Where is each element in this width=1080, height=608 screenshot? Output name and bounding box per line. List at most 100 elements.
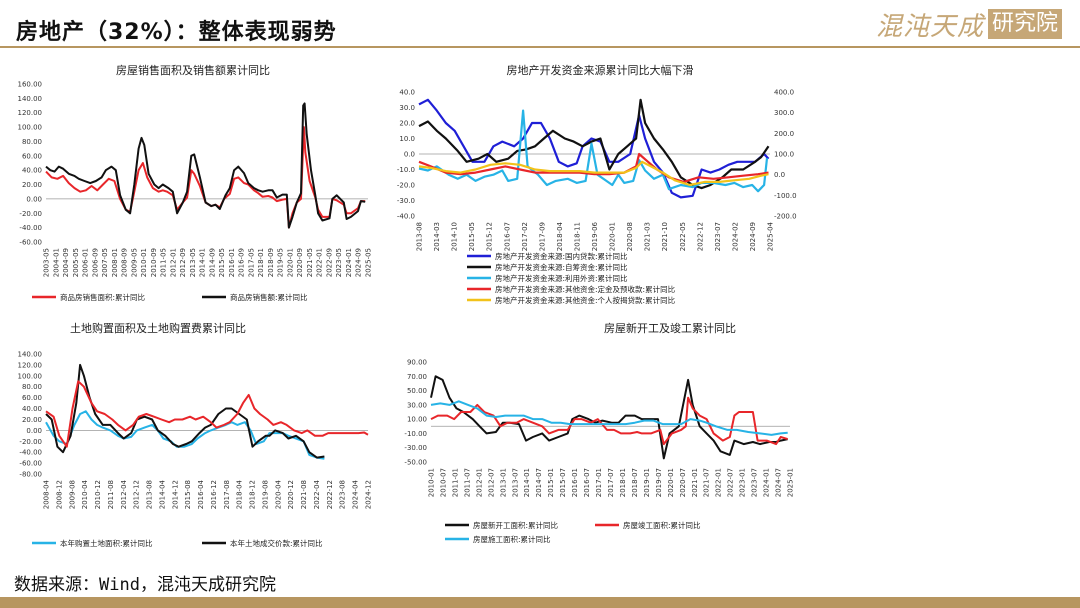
x-tick-label: 2016-04 xyxy=(197,479,205,509)
x-tick-label: 2015-05 xyxy=(468,222,476,251)
x-tick-label: 2021-01 xyxy=(691,468,699,497)
y-tick-label: -50.00 xyxy=(404,459,427,467)
y-tick-label: 60.00 xyxy=(22,152,42,160)
x-tick-label: 2022-12 xyxy=(326,480,334,509)
x-tick-label: 2019-05 xyxy=(277,248,285,277)
y-tick-label: 40.0 xyxy=(399,89,415,97)
x-tick-label: 2024-04 xyxy=(352,479,360,509)
series-line-0 xyxy=(430,375,788,460)
chart-svg: 房屋销售面积及销售额累计同比 160.00 140.00 120.00 100.00 80… xyxy=(18,63,373,302)
y2-tick-label: 300.0 xyxy=(774,109,794,117)
x-tick-label: 2016-01 xyxy=(571,468,579,497)
x-tick-label: 2017-02 xyxy=(521,222,529,251)
x-tick-label: 2010-12 xyxy=(94,480,102,509)
y-tick-label: -40.0 xyxy=(397,213,415,221)
y-tick-label: 60.00 xyxy=(22,394,42,402)
x-tick-label: 2021-08 xyxy=(300,480,308,509)
x-tick-label: 2011-07 xyxy=(463,468,471,497)
y-tick-label: 120.00 xyxy=(18,361,43,369)
x-tick-label: 2006-01 xyxy=(82,248,90,277)
y-tick-label: 20.00 xyxy=(22,416,42,424)
x-tick-label: 2022-07 xyxy=(727,468,735,497)
x-tick-label: 2018-01 xyxy=(619,468,627,497)
chart-svg: 土地购置面积及土地购置费累计同比 140.00 120.00 100.00 80.00 6… xyxy=(18,321,373,548)
y-tick-label: -10.00 xyxy=(404,430,427,438)
x-tick-label: 2016-07 xyxy=(583,468,591,497)
legend-label: 房屋新开工面积:累计同比 xyxy=(473,520,559,530)
x-tick-label: 2018-12 xyxy=(249,480,257,509)
x-tick-label: 2019-08 xyxy=(261,480,269,509)
y2-tick-label: 400.0 xyxy=(774,89,794,97)
y-tick-label: 120.00 xyxy=(18,109,43,117)
x-tick-label: 2024-02 xyxy=(731,222,739,251)
x-tick-label: 2010-04 xyxy=(81,479,89,509)
series-line-3 xyxy=(418,152,769,183)
x-tick-label: 2003-05 xyxy=(43,248,51,277)
y-tick-label: -20.0 xyxy=(397,182,415,190)
x-tick-label: 2014-07 xyxy=(535,468,543,497)
y-tick-label: -20.00 xyxy=(19,438,42,446)
x-tick-label: 2008-09 xyxy=(121,248,129,277)
x-tick-label: 2012-04 xyxy=(120,479,128,509)
legend-label: 房地产开发资金来源:国内贷款:累计同比 xyxy=(495,251,628,261)
x-tick-label: 2024-12 xyxy=(365,480,373,509)
y-tick-label: -30.00 xyxy=(404,444,427,452)
series-line-2 xyxy=(430,400,788,436)
x-tick-label: 2025-04 xyxy=(767,221,775,251)
legend-label: 房地产开发资金来源:自筹资金:累计同比 xyxy=(495,262,628,272)
chart-svg: 房屋新开工及竣工累计同比 90.00 70.00 50.00 30.00 10.00 -10… xyxy=(404,321,794,544)
x-tick-label: 2012-07 xyxy=(487,468,495,497)
x-tick-label: 2021-10 xyxy=(661,222,669,251)
y-tick-label: 0.00 xyxy=(26,195,42,203)
y-tick-label: -60.00 xyxy=(19,239,42,247)
x-tick-label: 2008-01 xyxy=(111,248,119,277)
legend-label: 商品房销售面积:累计同比 xyxy=(60,292,146,302)
y-tick-label: 10.00 xyxy=(407,416,427,424)
legend-label: 本年土地成交价款:累计同比 xyxy=(230,538,323,548)
legend-label: 商品房销售额:累计同比 xyxy=(230,292,308,302)
series-line-0 xyxy=(45,410,325,460)
y-tick-label: 20.00 xyxy=(22,181,42,189)
x-tick-label: 2018-01 xyxy=(257,248,265,277)
x-tick-label: 2023-07 xyxy=(751,468,759,497)
y-tick-label: 160.00 xyxy=(18,81,43,89)
x-tick-label: 2008-04 xyxy=(43,479,51,509)
x-tick-label: 2010-01 xyxy=(140,248,148,277)
x-tick-label: 2021-03 xyxy=(644,222,652,251)
y-tick-label: -60.00 xyxy=(19,460,42,468)
chart-dev-fund-sources: 房地产开发资金来源累计同比大幅下滑 40.0 30.0 20.0 10.0 0.0 -10.… xyxy=(385,60,810,310)
x-tick-label: 2020-04 xyxy=(274,479,282,509)
x-tick-label: 2021-05 xyxy=(306,248,314,277)
x-tick-label: 2016-12 xyxy=(210,480,218,509)
x-tick-label: 2022-04 xyxy=(313,479,321,509)
x-tick-label: 2018-11 xyxy=(573,222,581,251)
page-title: 房地产（32%）：整体表现弱势 xyxy=(16,20,337,45)
x-tick-label: 2013-05 xyxy=(189,248,197,277)
y2-tick-label: 200.0 xyxy=(774,130,794,138)
y-tick-label: 40.00 xyxy=(22,167,42,175)
x-tick-label: 2017-01 xyxy=(595,468,603,497)
chart-svg: 房地产开发资金来源累计同比大幅下滑 40.0 30.0 20.0 10.0 0.0 -10.… xyxy=(397,63,797,305)
legend-label: 房地产开发资金来源:其他资金:个人按揭贷款:累计同比 xyxy=(495,295,676,305)
x-tick-label: 2004-01 xyxy=(52,248,60,277)
x-tick-label: 2020-01 xyxy=(286,248,294,277)
y-tick-label: 10.0 xyxy=(399,135,415,143)
x-tick-label: 2009-08 xyxy=(68,480,76,509)
series-line-1 xyxy=(45,102,366,229)
x-tick-label: 2016-01 xyxy=(228,248,236,277)
x-tick-label: 2022-09 xyxy=(325,248,333,277)
x-tick-label: 2007-05 xyxy=(101,248,109,277)
y-tick-label: -40.00 xyxy=(19,224,42,232)
x-tick-label: 2024-01 xyxy=(763,468,771,497)
chart-title: 房屋销售面积及销售额累计同比 xyxy=(116,63,270,77)
y-tick-label: 100.00 xyxy=(18,124,43,132)
chart-sales-area-and-value: 房屋销售面积及销售额累计同比 160.00 140.00 120.00 100.00 80… xyxy=(8,60,378,310)
x-tick-label: 2020-09 xyxy=(296,248,304,277)
x-tick-label: 2014-12 xyxy=(171,480,179,509)
x-tick-label: 2017-08 xyxy=(223,480,231,509)
y-tick-label: 100.00 xyxy=(18,372,43,380)
x-tick-label: 2012-12 xyxy=(133,480,141,509)
x-tick-label: 2022-05 xyxy=(679,222,687,251)
x-tick-label: 2014-04 xyxy=(158,479,166,509)
y-tick-label: 0.00 xyxy=(26,427,42,435)
